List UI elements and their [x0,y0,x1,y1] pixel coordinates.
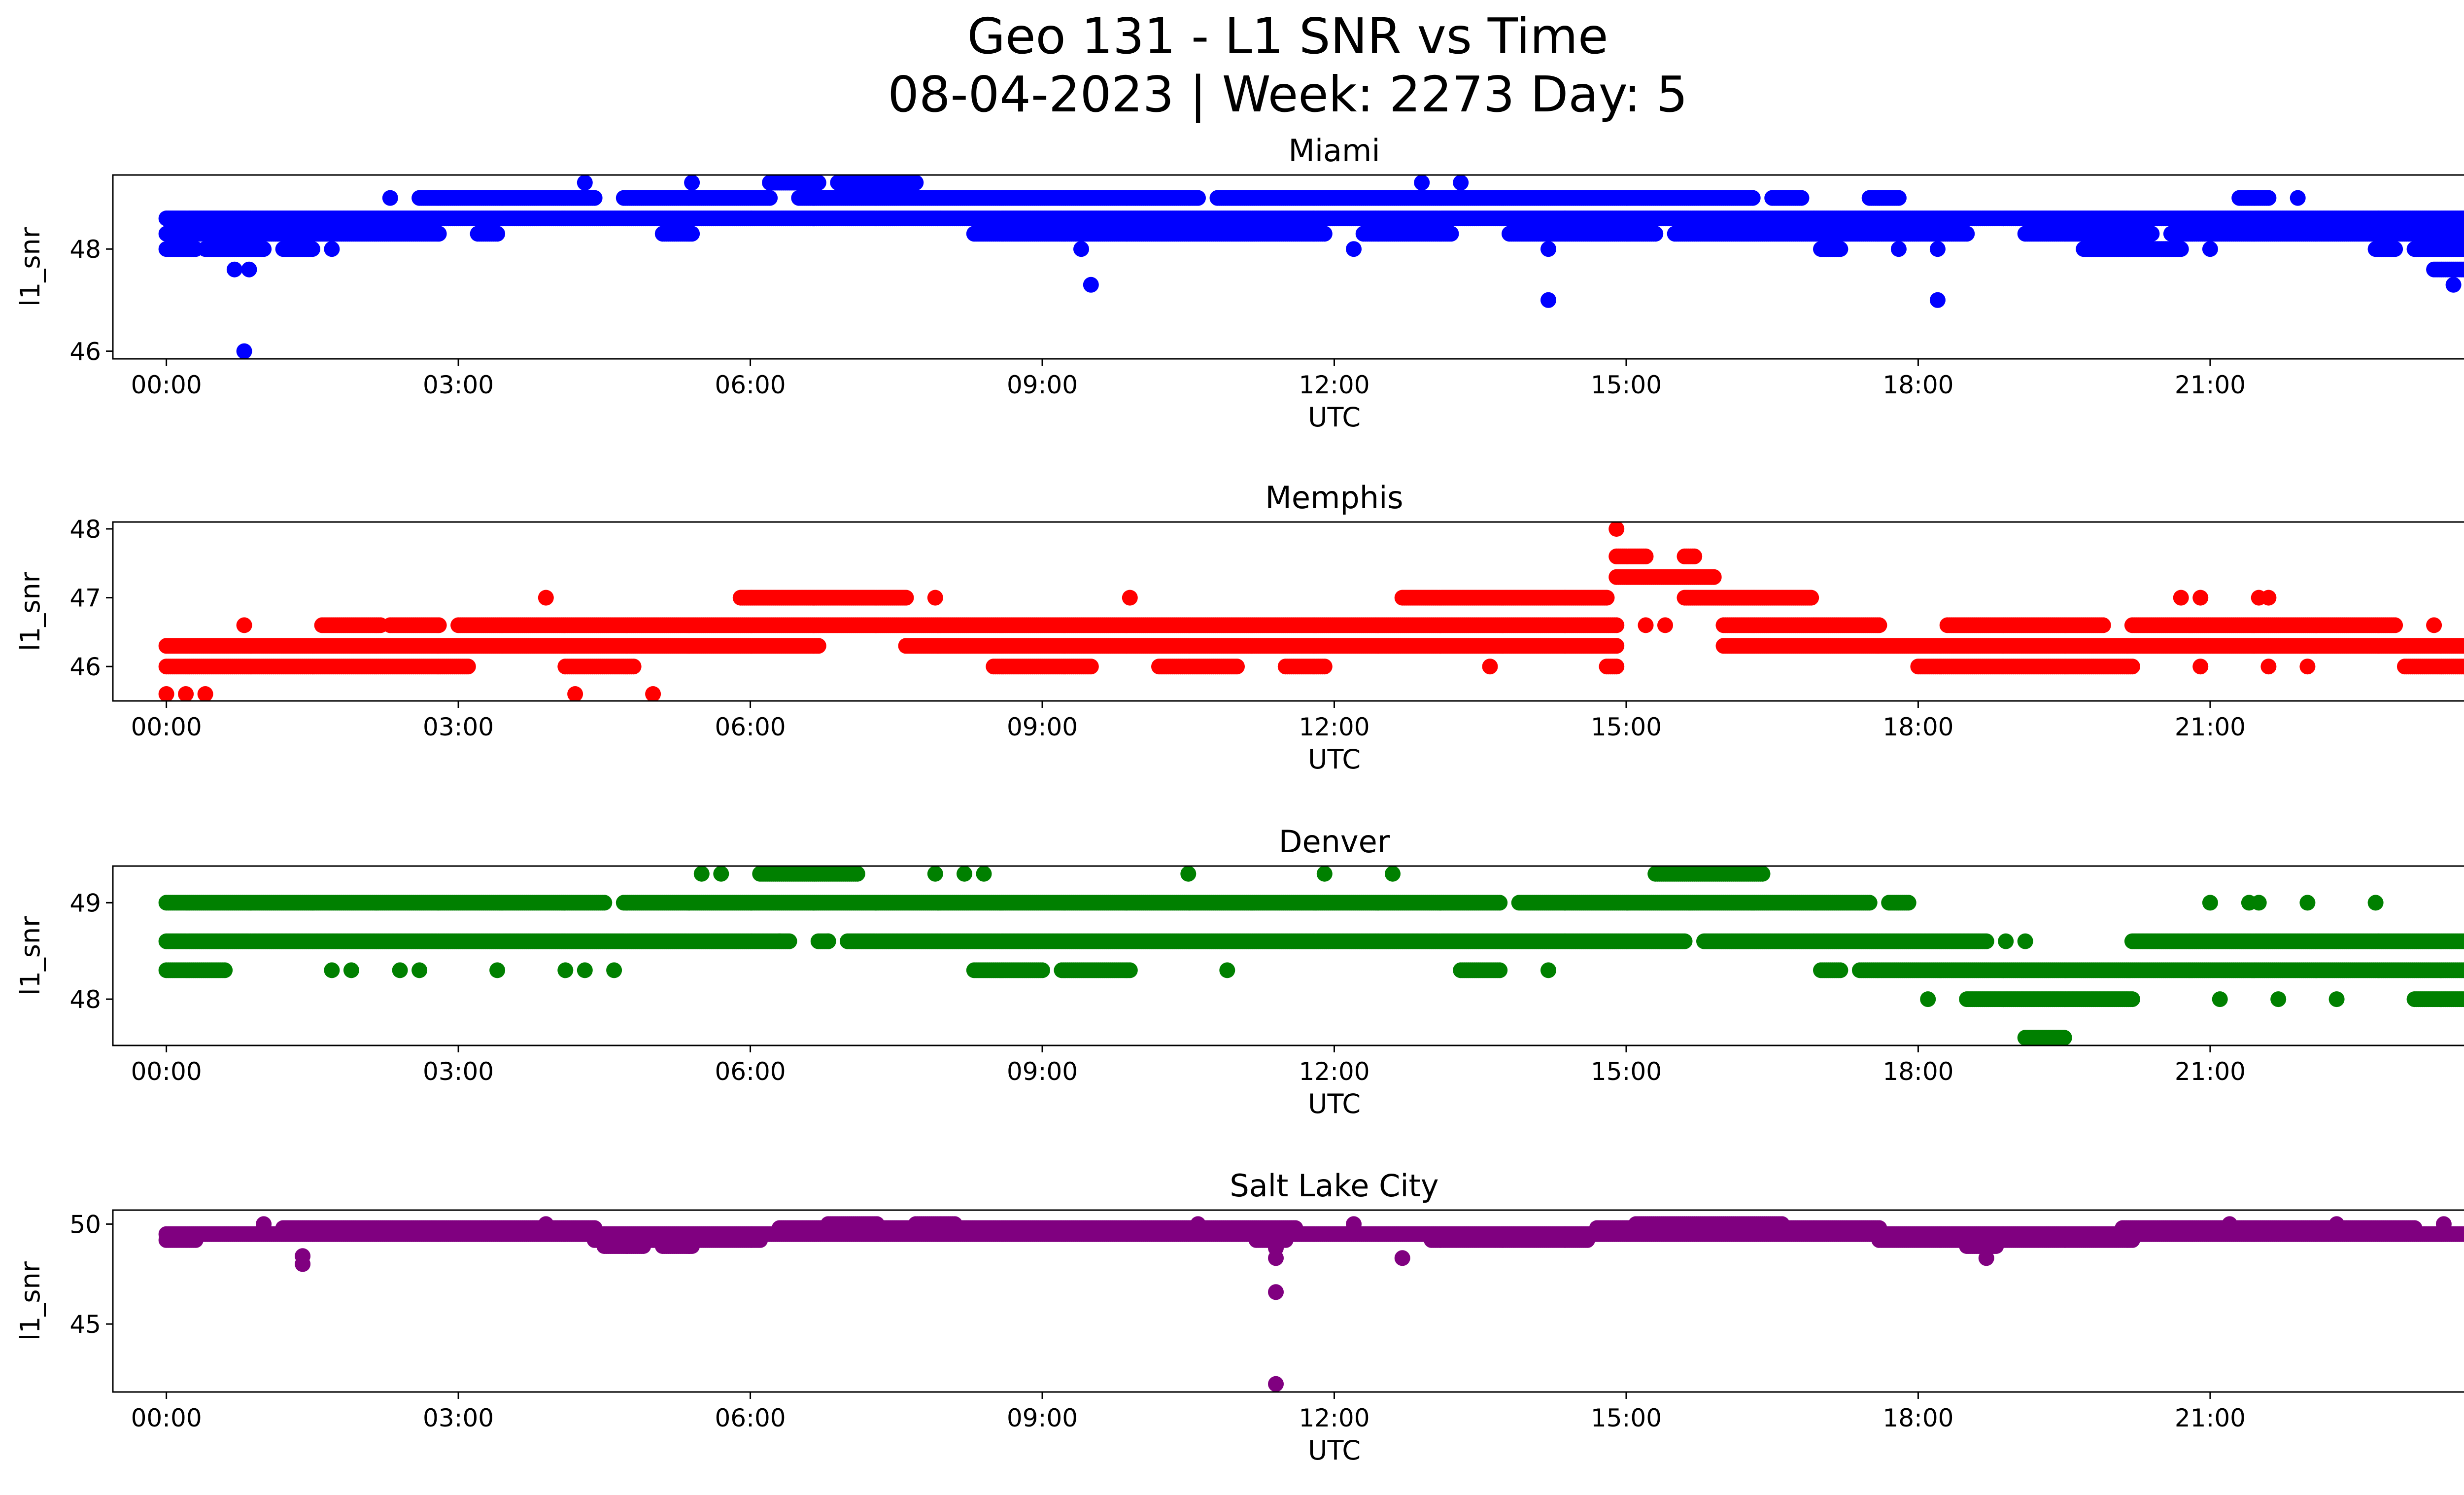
data-point [2202,241,2218,257]
data-point [810,638,826,654]
data-point [908,175,924,191]
data-point [382,190,398,206]
data-point [1890,190,1907,206]
data-point [1793,190,1810,206]
data-point [1647,226,1664,242]
data-point [2461,263,2464,276]
x-tick-label: 09:00 [1007,371,1078,399]
data-point [241,261,257,278]
data-point [1316,659,1333,675]
data-point [1414,175,1430,191]
data-point [2290,190,2306,206]
data-point [256,241,272,257]
title-line-2: 08-04-2023 | Week: 2273 Day: 5 [888,66,1688,123]
data-point [324,241,340,257]
data-points [158,522,2464,701]
data-point [2445,277,2462,293]
data-point [1229,659,1245,675]
x-tick-label: 12:00 [1299,371,1369,399]
data-point [1190,190,1206,206]
data-point [460,659,476,675]
data-point [304,241,320,257]
data-point [625,659,642,675]
data-point [1316,226,1333,242]
panel-title: Miami [1288,133,1380,169]
data-point [810,175,826,191]
data-point [2144,226,2160,242]
data-point [1443,226,1459,242]
data-point [1745,190,1761,206]
figure-title: Geo 131 - L1 SNR vs Time 08-04-2023 | We… [0,7,2464,124]
data-point [431,226,447,242]
data-point [1540,241,1556,257]
data-point [2461,639,2464,652]
x-tick-label: 06:00 [715,371,786,399]
x-tick-label: 03:00 [423,371,494,399]
data-point [489,226,506,242]
data-point [1929,292,1946,308]
data-point [2260,190,2277,206]
data-point [577,175,593,191]
y-axis-label: l1_snr [15,227,46,307]
data-point [1608,638,1625,654]
data-point [1832,241,1848,257]
data-point [2173,241,2189,257]
data-points [158,175,2464,359]
data-point [684,226,700,242]
data-point [2461,660,2464,673]
panel-title: Memphis [1265,480,1403,516]
data-point [431,617,447,633]
data-point [1608,659,1625,675]
data-point [1083,277,1099,293]
data-point [1890,241,1907,257]
panel-0: Miami 00:00 03:00 06:00 09:00 12:00 15:00 18:00… [15,133,2464,433]
data-point [1871,190,1887,206]
x-tick-label: 21:00 [2175,371,2246,399]
x-tick-label: 00:00 [131,371,202,399]
data-point [2124,659,2140,675]
data-point [762,190,778,206]
data-point [1346,241,1362,257]
data-point [226,261,242,278]
data-point [1540,292,1556,308]
data-point [1073,241,1089,257]
data-point [1959,226,1975,242]
data-point [2461,212,2464,225]
data-point [236,343,252,359]
x-tick-label: 15:00 [1591,371,1662,399]
data-point [586,190,603,206]
data-point [1083,659,1099,675]
y-tick-label: 46 [69,337,101,366]
data-point [1929,241,1946,257]
data-point [1453,175,1469,191]
data-point [2461,227,2464,240]
y-tick-label: 48 [69,235,101,264]
data-point [2387,241,2403,257]
x-axis-label: UTC [1308,402,1361,433]
data-point [684,175,700,191]
title-line-1: Geo 131 - L1 SNR vs Time [967,7,1608,65]
data-point [2461,243,2464,255]
x-tick-label: 18:00 [1882,371,1953,399]
